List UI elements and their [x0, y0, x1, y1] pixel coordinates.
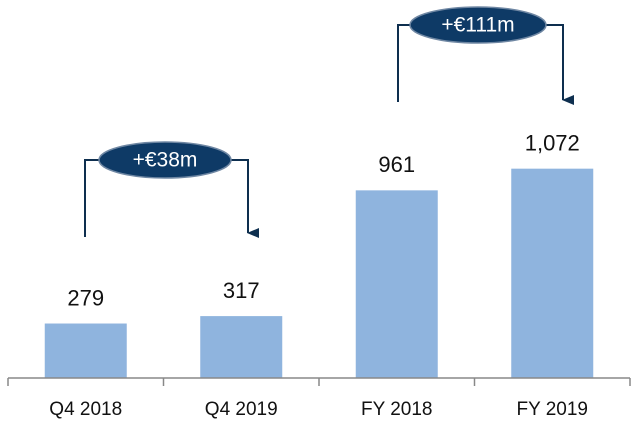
value-label: 961: [378, 152, 415, 177]
annotation-bubble: [409, 6, 547, 44]
bar: [511, 168, 594, 378]
x-tick-label: FY 2019: [517, 399, 588, 420]
x-tick-label: FY 2018: [361, 399, 432, 420]
value-label: 1,072: [525, 130, 580, 155]
annotation-text: +€38m: [133, 149, 198, 172]
value-label: 279: [67, 285, 104, 310]
annotation-bubble: [98, 141, 232, 179]
bar: [200, 316, 283, 378]
annotation-bracket: +€38m: [84, 141, 259, 238]
value-label: 317: [223, 278, 260, 303]
annotation-text: +€111m: [441, 14, 514, 37]
bar: [355, 190, 438, 378]
x-tick-label: Q4 2019: [205, 399, 278, 420]
x-tick-label: Q4 2018: [49, 399, 122, 420]
bar: [44, 323, 127, 378]
annotation-bracket: +€111m: [397, 6, 574, 105]
